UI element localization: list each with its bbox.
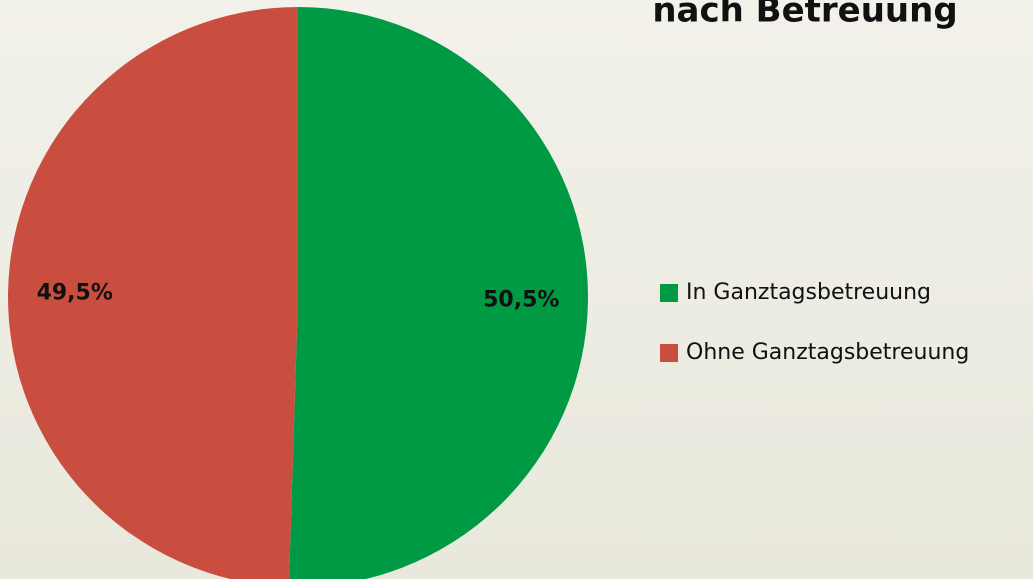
chart-title: nach Betreuung	[652, 0, 957, 31]
legend-label: In Ganztagsbetreuung	[686, 280, 931, 305]
data-label: 50,5%	[483, 288, 559, 313]
pie-slice	[289, 7, 588, 579]
pie-slice	[8, 7, 298, 579]
legend-label: Ohne Ganztagsbetreuung	[686, 340, 969, 365]
data-label: 49,5%	[37, 280, 113, 305]
legend-swatch	[660, 284, 678, 302]
legend-swatch	[660, 344, 678, 362]
